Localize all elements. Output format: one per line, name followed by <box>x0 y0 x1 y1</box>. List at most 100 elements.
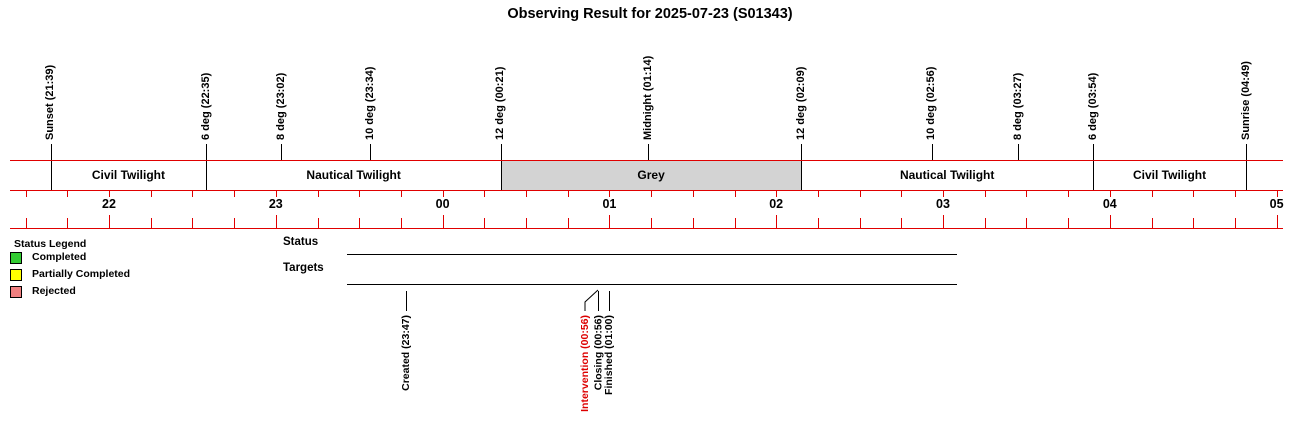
ruler-tick-bottom <box>651 218 653 228</box>
sun-marker-label: 10 deg (02:56) <box>925 66 938 140</box>
ruler-tick-top <box>1068 191 1070 197</box>
event-tick <box>406 291 408 311</box>
event-label: Finished (01:00) <box>602 315 615 395</box>
twilight-section-label: Civil Twilight <box>1133 168 1207 182</box>
sun-marker-label: Sunset (21:39) <box>44 64 57 140</box>
ruler-tick-top <box>692 191 694 197</box>
ruler-tick-bottom <box>859 218 861 228</box>
ruler-tick-top <box>734 191 736 197</box>
band-top-line <box>10 160 1283 161</box>
legend-color-swatch <box>10 269 22 281</box>
ruler-tick-bottom <box>776 215 778 228</box>
twilight-boundary-line <box>1246 161 1248 190</box>
ruler-tick-top <box>1151 191 1153 197</box>
sun-marker-label: 6 deg (03:54) <box>1086 72 1099 140</box>
ruler-tick-bottom <box>1193 218 1195 228</box>
ruler-tick-top <box>526 191 527 197</box>
sun-marker-tick <box>801 144 803 160</box>
ruler-tick-bottom <box>150 218 152 228</box>
ruler-tick-top <box>317 191 319 197</box>
twilight-boundary-line <box>1093 161 1095 190</box>
targets-row-line <box>347 284 957 285</box>
event-label: Intervention (00:56) <box>578 315 591 412</box>
ruler-bottom-line <box>10 228 1283 229</box>
ruler-tick-bottom <box>275 215 277 228</box>
chart-title: Observing Result for 2025-07-23 (S01343) <box>507 6 793 22</box>
ruler-tick-top <box>1026 191 1028 197</box>
ruler-tick-top <box>1234 191 1236 197</box>
sun-marker-tick <box>648 144 650 160</box>
sun-marker-tick <box>1246 144 1248 160</box>
ruler-tick-top <box>567 191 569 197</box>
legend-item-label: Completed <box>32 251 87 263</box>
ruler-tick-bottom <box>484 218 486 228</box>
ruler-tick-top <box>859 191 861 197</box>
hour-label: 03 <box>936 197 950 211</box>
ruler-tick-bottom <box>1068 218 1070 228</box>
ruler-tick-bottom <box>1026 218 1028 228</box>
ruler-tick-top <box>192 191 194 197</box>
status-legend-title: Status Legend <box>14 238 87 250</box>
twilight-boundary-line <box>500 161 502 190</box>
ruler-tick-bottom <box>817 218 819 228</box>
sun-marker-tick <box>281 144 283 160</box>
sun-marker-tick <box>50 144 52 160</box>
twilight-boundary-line <box>50 161 52 190</box>
hour-label: 00 <box>435 197 450 211</box>
ruler-tick-bottom <box>1234 218 1236 228</box>
ruler-tick-bottom <box>67 218 69 228</box>
ruler-tick-bottom <box>1276 215 1278 228</box>
ruler-tick-top <box>275 191 277 197</box>
sun-marker-label: 8 deg (23:02) <box>274 72 287 140</box>
sun-marker-label: 10 deg (23:34) <box>363 66 376 140</box>
ruler-tick-bottom <box>400 218 402 228</box>
ruler-tick-top <box>25 191 27 197</box>
twilight-section: Nautical Twilight <box>206 161 501 190</box>
twilight-section-label: Grey <box>637 168 665 182</box>
twilight-section: Civil Twilight <box>1093 161 1246 190</box>
event-tick <box>609 291 611 311</box>
ruler-tick-top <box>776 191 778 197</box>
hour-label: 22 <box>102 197 116 211</box>
hour-label: 23 <box>268 197 283 211</box>
ruler-tick-bottom <box>1151 218 1153 228</box>
sun-marker-label: 12 deg (02:09) <box>794 66 807 140</box>
ruler-tick-top <box>150 191 152 197</box>
sun-marker-label: 8 deg (03:27) <box>1011 72 1024 140</box>
status-row-line <box>347 254 957 255</box>
legend-item-label: Rejected <box>32 285 76 297</box>
sun-marker-tick <box>1093 144 1095 160</box>
event-label: Created (23:47) <box>399 315 412 391</box>
sun-marker-tick <box>931 144 933 160</box>
sun-marker-tick <box>500 144 502 160</box>
ruler-tick-bottom <box>526 218 527 228</box>
ruler-tick-top <box>984 191 986 197</box>
twilight-section-label: Nautical Twilight <box>899 168 995 182</box>
sun-marker-label: Midnight (01:14) <box>641 55 654 140</box>
twilight-boundary-line <box>206 161 208 190</box>
ruler-tick-bottom <box>25 218 27 228</box>
ruler-tick-bottom <box>192 218 194 228</box>
hour-label: 04 <box>1102 197 1117 211</box>
twilight-section-label: Civil Twilight <box>91 168 165 182</box>
ruler-tick-top <box>943 191 944 197</box>
sun-marker-tick <box>370 144 372 160</box>
sun-marker-tick <box>1018 144 1020 160</box>
targets-row-label: Targets <box>283 262 324 274</box>
ruler-tick-top <box>609 191 611 197</box>
ruler-tick-top <box>817 191 819 197</box>
ruler-tick-top <box>1109 191 1111 197</box>
ruler-tick-bottom <box>943 215 944 228</box>
ruler-tick-top <box>109 191 110 197</box>
sun-marker-tick <box>206 144 208 160</box>
ruler-tick-top <box>234 191 236 197</box>
ruler-tick-top <box>67 191 69 197</box>
ruler-tick-top <box>651 191 653 197</box>
twilight-boundary-line <box>801 161 803 190</box>
twilight-section-label: Nautical Twilight <box>306 168 401 182</box>
ruler-tick-top <box>442 191 444 197</box>
ruler-tick-bottom <box>692 218 694 228</box>
ruler-tick-bottom <box>734 218 736 228</box>
ruler-tick-bottom <box>317 218 319 228</box>
